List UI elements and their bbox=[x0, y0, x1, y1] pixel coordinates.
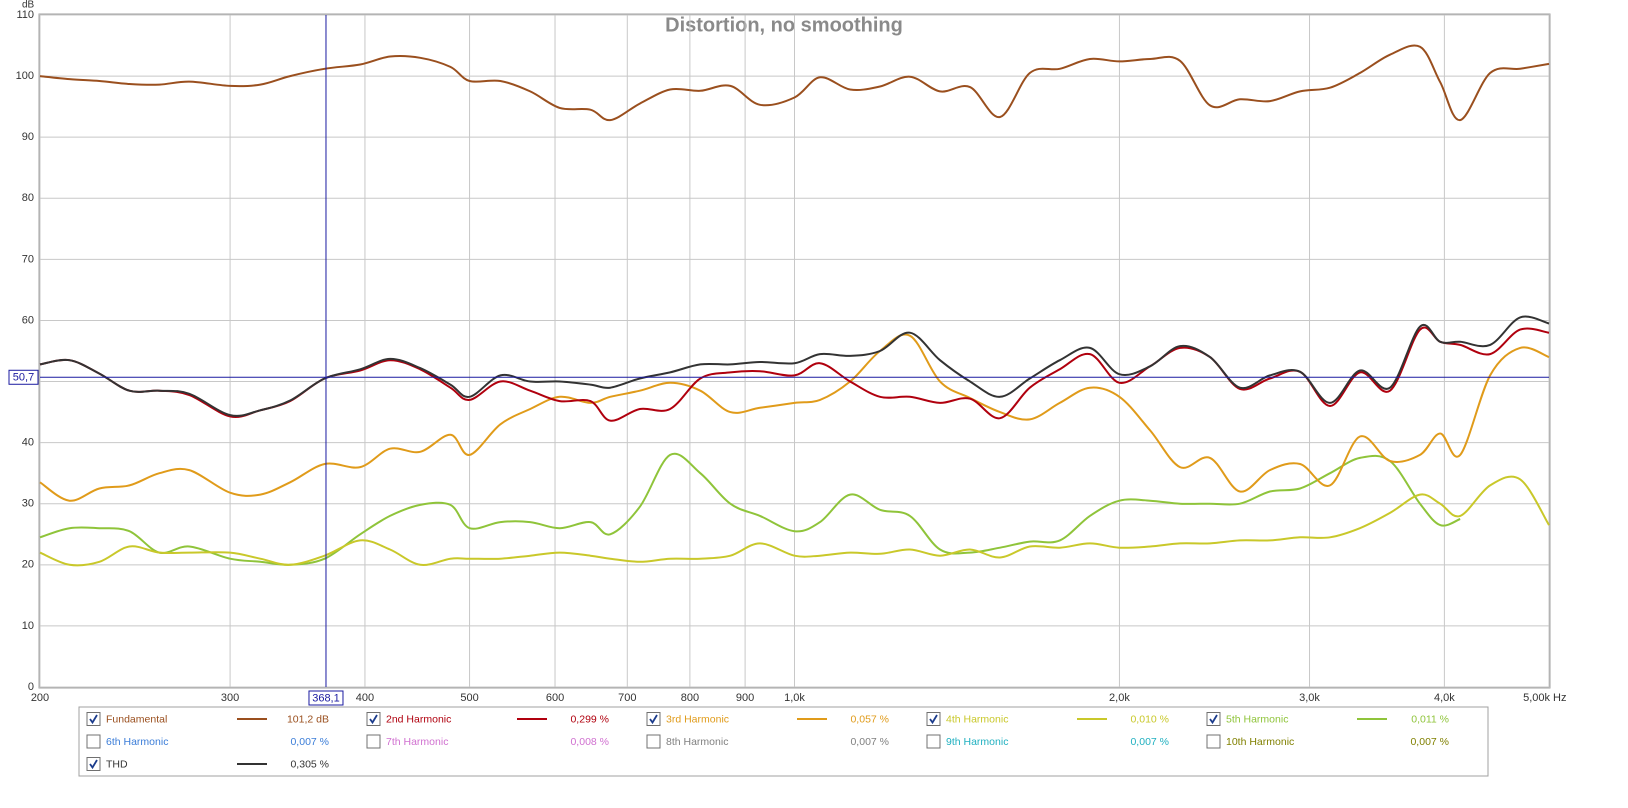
y-tick-label: 60 bbox=[22, 314, 34, 326]
legend-checkmark bbox=[89, 714, 98, 725]
legend-checkmark bbox=[369, 714, 378, 725]
legend-reading: 0,007 % bbox=[1130, 736, 1169, 748]
cursor-x-label: 368,1 bbox=[312, 692, 340, 704]
x-tick-label: 600 bbox=[546, 692, 564, 704]
cursor-y-label: 50,7 bbox=[13, 372, 34, 384]
legend-checkbox[interactable] bbox=[646, 734, 661, 749]
legend-reading: 0,008 % bbox=[570, 736, 609, 748]
legend-checkbox[interactable] bbox=[366, 734, 381, 749]
legend-label: 3rd Harmonic bbox=[666, 713, 729, 725]
x-tick-label: 3,0k bbox=[1299, 692, 1320, 704]
legend-reading: 101,2 dB bbox=[287, 713, 329, 725]
x-tick-label: 900 bbox=[736, 692, 754, 704]
y-tick-label: 40 bbox=[22, 437, 34, 449]
x-tick-label: 200 bbox=[31, 692, 49, 704]
cursor-y-box bbox=[8, 369, 39, 385]
legend-label: 8th Harmonic bbox=[666, 736, 728, 748]
x-tick-label: 4,0k bbox=[1434, 692, 1455, 704]
legend-reading: 0,010 % bbox=[1130, 713, 1169, 725]
y-tick-label: 90 bbox=[22, 131, 34, 143]
legend-label: 4th Harmonic bbox=[946, 713, 1008, 725]
y-tick-label: 0 bbox=[28, 681, 34, 693]
legend-reading: 0,057 % bbox=[850, 713, 889, 725]
y-tick-label: 20 bbox=[22, 559, 34, 571]
legend-checkbox[interactable] bbox=[1206, 734, 1221, 749]
legend-checkbox[interactable] bbox=[86, 734, 101, 749]
cursor-x-box bbox=[308, 690, 344, 706]
series-line bbox=[39, 333, 1550, 502]
legend-checkmark bbox=[929, 714, 938, 725]
y-tick-label: 80 bbox=[22, 192, 34, 204]
chart-title: Distortion, no smoothing bbox=[665, 14, 903, 36]
y-tick-label: 70 bbox=[22, 253, 34, 265]
x-tick-label: 400 bbox=[356, 692, 374, 704]
legend-checkbox[interactable] bbox=[366, 712, 381, 726]
x-axis-label: Hz bbox=[1553, 692, 1566, 704]
legend-checkbox[interactable] bbox=[646, 712, 661, 726]
series-line bbox=[39, 475, 1550, 567]
legend-checkbox[interactable] bbox=[1206, 712, 1221, 726]
x-tick-label: 1,0k bbox=[784, 692, 805, 704]
legend-label: 2nd Harmonic bbox=[386, 713, 451, 725]
x-tick-label: 800 bbox=[681, 692, 699, 704]
legend-checkmark bbox=[649, 714, 658, 725]
legend-label: 6th Harmonic bbox=[106, 736, 168, 748]
x-tick-label: 300 bbox=[221, 692, 239, 704]
x-tick-label: 2,0k bbox=[1109, 692, 1130, 704]
legend-checkbox[interactable] bbox=[86, 757, 101, 771]
legend-label: 7th Harmonic bbox=[386, 736, 448, 748]
y-tick-label: 30 bbox=[22, 498, 34, 510]
legend-label: 10th Harmonic bbox=[1226, 736, 1294, 748]
legend-label: THD bbox=[106, 758, 128, 770]
legend-checkbox[interactable] bbox=[86, 712, 101, 726]
legend-reading: 0,011 % bbox=[1411, 713, 1449, 725]
legend-label: 9th Harmonic bbox=[946, 736, 1008, 748]
series-line bbox=[39, 315, 1550, 417]
series-line bbox=[39, 44, 1550, 122]
y-tick-label: 110 bbox=[16, 9, 34, 21]
x-tick-label: 5,00k bbox=[1523, 692, 1550, 704]
legend-label: 5th Harmonic bbox=[1226, 713, 1288, 725]
y-tick-label: 100 bbox=[16, 70, 34, 82]
legend-reading: 0,299 % bbox=[570, 713, 609, 725]
legend-checkbox[interactable] bbox=[926, 734, 941, 749]
x-tick-label: 500 bbox=[460, 692, 478, 704]
legend-reading: 0,305 % bbox=[290, 758, 329, 770]
y-tick-label: 10 bbox=[22, 620, 34, 632]
legend-reading: 0,007 % bbox=[1410, 736, 1449, 748]
legend-label: Fundamental bbox=[106, 713, 167, 725]
legend-box bbox=[78, 706, 1489, 777]
legend-reading: 0,007 % bbox=[290, 736, 329, 748]
legend-checkmark bbox=[1209, 714, 1218, 725]
y-axis-label: dB bbox=[22, 0, 35, 11]
x-tick-label: 700 bbox=[618, 692, 636, 704]
legend-checkmark bbox=[89, 759, 98, 770]
legend-checkbox[interactable] bbox=[926, 712, 941, 726]
legend-reading: 0,007 % bbox=[850, 736, 889, 748]
